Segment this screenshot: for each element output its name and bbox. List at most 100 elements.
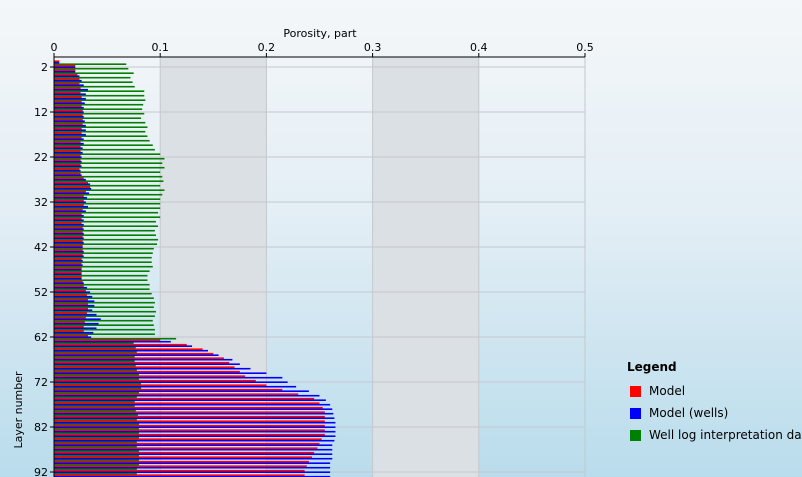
bar-model-wells-layer-73 (54, 385, 297, 388)
bar-model-layer-33 (54, 204, 84, 206)
bar-model-layer-26 (54, 172, 81, 175)
bar-model-wells-layer-52 (54, 291, 91, 293)
bar-model-wells-layer-3 (54, 70, 76, 73)
bar-model-wells-layer-45 (54, 259, 83, 262)
bar-well-log-interpretation-data-layer-63 (54, 342, 134, 344)
bar-model-layer-4 (54, 73, 78, 76)
bar-model-layer-51 (54, 285, 84, 287)
bar-model-wells-layer-6 (54, 84, 84, 86)
bar-model-wells-layer-39 (54, 232, 84, 235)
bar-well-log-interpretation-data-layer-44 (54, 256, 152, 259)
bar-model-layer-55 (54, 303, 88, 305)
bar-model-layer-93 (54, 474, 305, 476)
y-tick-label-3: 32 (34, 196, 48, 209)
bar-well-log-interpretation-data-layer-15 (54, 126, 148, 128)
bar-model-layer-19 (54, 141, 81, 143)
bar-well-log-interpretation-data-layer-42 (54, 247, 154, 250)
bar-well-log-interpretation-data-layer-33 (54, 207, 161, 209)
legend-item-well-log: Well log interpretation data (627, 424, 802, 446)
bar-model-wells-layer-68 (54, 363, 240, 365)
bar-model-wells-layer-21 (54, 151, 83, 154)
bar-model-layer-85 (54, 438, 322, 440)
x-tick-label-5: 0.5 (576, 41, 594, 54)
bar-well-log-interpretation-data-layer-84 (54, 436, 139, 439)
bar-model-layer-62 (54, 334, 88, 337)
bar-model-layer-73 (54, 384, 267, 386)
y-tick-label-5: 52 (34, 286, 48, 299)
bar-model-wells-layer-63 (54, 340, 171, 343)
bar-model-wells-layer-13 (54, 115, 84, 118)
bar-model-wells-layer-48 (54, 273, 82, 275)
y-tick-label-7: 72 (34, 376, 48, 389)
bar-model-wells-layer-62 (54, 336, 92, 338)
bar-model-layer-28 (54, 181, 88, 184)
bar-model-wells-layer-2 (54, 66, 76, 68)
bar-model-layer-40 (54, 235, 83, 238)
bar-model-layer-71 (54, 375, 246, 377)
bar-well-log-interpretation-data-layer-47 (54, 270, 150, 272)
bar-well-log-interpretation-data-layer-5 (54, 81, 133, 83)
bar-well-log-interpretation-data-layer-30 (54, 193, 163, 196)
bar-model-layer-65 (54, 348, 203, 350)
bar-model-layer-34 (54, 208, 83, 211)
y-tick-label-6: 62 (34, 331, 48, 344)
bar-model-wells-layer-78 (54, 408, 333, 410)
bar-model-layer-23 (54, 159, 81, 161)
bar-model-wells-layer-20 (54, 147, 83, 149)
bar-model-layer-39 (54, 231, 83, 233)
bar-model-wells-layer-60 (54, 327, 97, 329)
bar-well-log-interpretation-data-layer-49 (54, 279, 148, 281)
bar-model-wells-layer-49 (54, 277, 82, 280)
bar-model-wells-layer-36 (54, 219, 84, 221)
bar-model-layer-10 (54, 100, 82, 103)
bar-well-log-interpretation-data-layer-87 (54, 450, 139, 452)
bar-well-log-interpretation-data-layer-43 (54, 252, 153, 254)
bar-well-log-interpretation-data-layer-59 (54, 324, 154, 326)
bar-model-wells-layer-75 (54, 394, 320, 397)
bar-model-layer-6 (54, 82, 80, 85)
bar-model-wells-layer-24 (54, 165, 82, 167)
bar-model-wells-layer-72 (54, 381, 288, 383)
bar-model-layer-89 (54, 456, 313, 458)
legend-item-model-wells: Model (wells) (627, 402, 802, 424)
legend-label-model-wells: Model (wells) (649, 406, 729, 420)
bar-model-wells-layer-15 (54, 124, 86, 127)
bar-well-log-interpretation-data-layer-66 (54, 355, 135, 358)
bar-model-layer-48 (54, 271, 82, 274)
bar-model-wells-layer-34 (54, 210, 86, 212)
bar-well-log-interpretation-data-layer-56 (54, 310, 156, 313)
bar-model-wells-layer-87 (54, 448, 333, 451)
bar-model-wells-layer-38 (54, 228, 84, 230)
bar-well-log-interpretation-data-layer-14 (54, 121, 146, 124)
bar-model-wells-layer-40 (54, 237, 84, 239)
bar-model-wells-layer-57 (54, 313, 97, 316)
bar-model-wells-layer-1 (54, 61, 60, 64)
bar-model-layer-57 (54, 312, 87, 314)
bar-well-log-interpretation-data-layer-23 (54, 162, 163, 164)
bar-model-wells-layer-12 (54, 111, 84, 113)
bar-well-log-interpretation-data-layer-77 (54, 405, 135, 407)
bar-model-layer-80 (54, 415, 325, 418)
bar-model-layer-18 (54, 136, 82, 139)
bar-model-layer-90 (54, 460, 309, 463)
bar-model-layer-74 (54, 388, 283, 391)
bar-model-layer-53 (54, 294, 87, 296)
y-tick-labels: 2 12 22 32 42 52 62 72 82 92 (34, 61, 48, 477)
bar-model-wells-layer-65 (54, 349, 208, 352)
bar-model-layer-91 (54, 465, 307, 467)
bar-model-wells-layer-23 (54, 160, 82, 163)
bar-model-layer-42 (54, 244, 83, 247)
bar-model-layer-46 (54, 262, 82, 265)
bar-well-log-interpretation-data-layer-62 (54, 337, 177, 340)
bar-model-layer-52 (54, 289, 86, 292)
bar-model-layer-77 (54, 402, 320, 404)
bar-model-wells-layer-84 (54, 435, 336, 437)
bar-model-wells-layer-74 (54, 390, 309, 392)
legend-swatch-well-log (630, 429, 641, 441)
bar-well-log-interpretation-data-layer-26 (54, 175, 163, 178)
bar-model-layer-66 (54, 352, 214, 355)
bar-model-wells-layer-43 (54, 250, 84, 253)
bar-well-log-interpretation-data-layer-74 (54, 391, 139, 394)
bar-well-log-interpretation-data-layer-70 (54, 373, 139, 376)
